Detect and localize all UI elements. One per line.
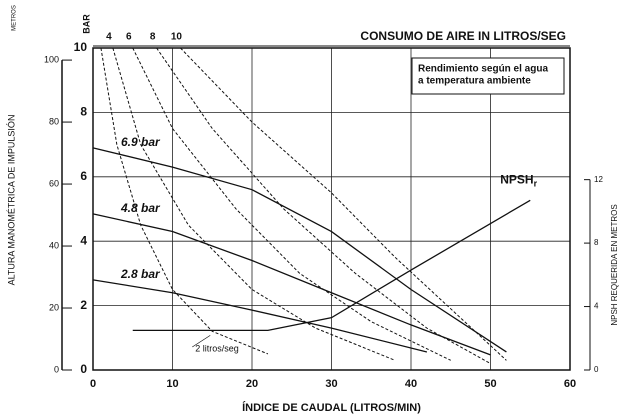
performance-curve — [92, 279, 428, 353]
air-curve-label: 4 — [106, 32, 112, 43]
curve-label: 2.8 bar — [120, 267, 161, 281]
curve-label-subscript: r — [534, 179, 538, 189]
curve-label-name: NPSH — [500, 172, 533, 186]
air-curve-label: 8 — [150, 32, 156, 43]
y-tick-label: 4 — [80, 233, 87, 247]
curve-label: NPSHr — [500, 172, 537, 188]
y-tick-label: 8 — [80, 105, 87, 119]
outer-tick-label: 60 — [49, 178, 59, 188]
y2-tick-label: 12 — [594, 175, 603, 184]
air-curve — [156, 47, 491, 364]
x-tick-label: 0 — [90, 378, 96, 390]
air-curve-label: 2 litros/seg — [195, 343, 239, 353]
air-curve — [180, 47, 507, 361]
x-tick-label: 40 — [405, 378, 417, 390]
outer-tick-label: 40 — [49, 240, 59, 250]
performance-curve — [92, 213, 491, 356]
x-axis-label: ÍNDICE DE CAUDAL (LITROS/MIN) — [242, 401, 421, 414]
y2-axis-label: NPSH REQUERIDA EN METROS — [610, 204, 619, 325]
y-axis-label: BAR — [81, 14, 91, 34]
air-curve-label: 6 — [126, 32, 132, 43]
curve-label: 6.9 bar — [121, 135, 161, 149]
outer-tick-label: 100 — [44, 54, 59, 64]
outer-axis-label: ALTURA MANOMÉTRICA DE IMPULSIÓN — [6, 115, 16, 286]
x-tick-label: 50 — [484, 378, 496, 390]
air-curve — [132, 47, 451, 361]
y2-tick-label: 8 — [594, 238, 599, 247]
x-tick-label: 60 — [564, 378, 576, 390]
outer-tick-label: 80 — [49, 116, 59, 126]
y-tick-label: 10 — [74, 40, 88, 54]
outer-unit: METROS — [12, 5, 18, 31]
chart-title: CONSUMO DE AIRE IN LITROS/SEG — [360, 29, 566, 43]
x-tick-label: 30 — [325, 378, 337, 390]
outer-tick-label: 20 — [49, 302, 59, 312]
performance-curve — [132, 199, 531, 331]
curve-label: 4.8 bar — [120, 201, 161, 215]
label-leader — [192, 335, 211, 348]
air-curve-label: 10 — [171, 32, 183, 43]
y2-tick-label: 4 — [594, 302, 599, 311]
plot-frame — [92, 47, 571, 371]
y-tick-label: 6 — [80, 169, 87, 183]
performance-curve — [92, 147, 507, 353]
x-tick-label: 20 — [246, 378, 258, 390]
note-box — [411, 57, 565, 95]
note-line: a temperatura ambiente — [418, 76, 531, 87]
x-tick-label: 10 — [166, 378, 178, 390]
outer-tick-label: 0 — [54, 364, 59, 374]
note-line: Rendimiento según el agua — [418, 64, 548, 75]
y2-tick-label: 0 — [594, 365, 599, 374]
air-curve — [100, 47, 269, 355]
y-tick-label: 0 — [80, 362, 87, 376]
y-tick-label: 2 — [80, 298, 87, 312]
